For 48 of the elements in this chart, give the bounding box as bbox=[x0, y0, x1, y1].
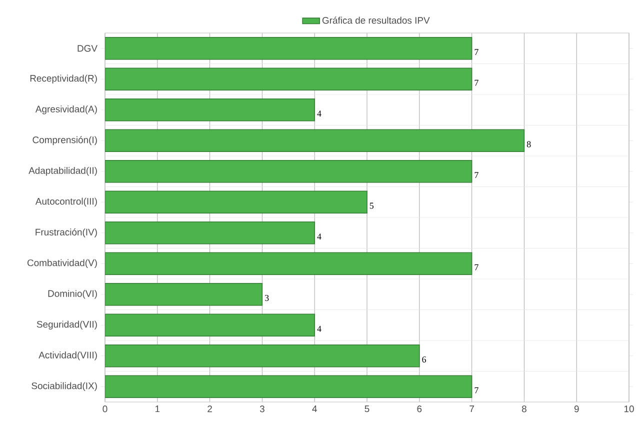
y-tick-label: Sociabilidad(IX) bbox=[32, 382, 97, 392]
x-tick-label: 4 bbox=[312, 406, 317, 412]
x-tick-label: 5 bbox=[364, 406, 370, 412]
bar bbox=[105, 375, 472, 398]
x-tick-label: 8 bbox=[522, 406, 526, 412]
data-label: 7 bbox=[474, 387, 478, 394]
y-tick-label: Adaptabilidad(II) bbox=[28, 166, 97, 176]
x-tick-label: 0 bbox=[102, 406, 108, 412]
bar bbox=[105, 98, 315, 122]
x-tick-label: 2 bbox=[208, 406, 212, 412]
data-label: 5 bbox=[370, 202, 374, 209]
bar bbox=[105, 68, 472, 91]
bar bbox=[105, 221, 315, 244]
bar bbox=[105, 36, 472, 60]
y-tick-label: Actividad(VIII) bbox=[38, 351, 97, 360]
data-label: 7 bbox=[474, 49, 478, 55]
bar bbox=[105, 344, 420, 368]
data-label: 7 bbox=[474, 172, 478, 178]
bar bbox=[105, 190, 368, 214]
y-tick-label: Receptividad(R) bbox=[30, 74, 97, 84]
y-tick-label: Combatividad(V) bbox=[27, 259, 97, 268]
legend-label: Gráfica de resultados IPV bbox=[322, 16, 430, 24]
y-tick-label: Dominio(VI) bbox=[48, 290, 97, 299]
y-tick-label: Autocontrol(III) bbox=[35, 198, 97, 207]
x-tick-label: 9 bbox=[574, 406, 579, 412]
data-label: 3 bbox=[265, 294, 269, 301]
y-tick-label: DGV bbox=[78, 45, 98, 52]
y-tick-label: Comprensión(I) bbox=[32, 136, 97, 146]
data-label: 7 bbox=[474, 80, 478, 86]
bar bbox=[105, 160, 472, 183]
x-tick-label: 1 bbox=[155, 406, 160, 412]
data-label: 4 bbox=[317, 110, 322, 116]
data-label: 4 bbox=[317, 326, 322, 332]
data-label: 4 bbox=[317, 234, 322, 240]
y-tick-label: Frustración(IV) bbox=[36, 228, 97, 238]
x-tick-label: 10 bbox=[624, 406, 634, 412]
y-tick-label: Agresividad(A) bbox=[35, 105, 97, 114]
x-tick-label: 6 bbox=[417, 406, 422, 412]
data-label: 8 bbox=[526, 141, 531, 148]
data-label: 7 bbox=[474, 264, 478, 270]
bar bbox=[105, 314, 315, 337]
bar bbox=[105, 252, 472, 276]
bar bbox=[105, 129, 525, 152]
bar bbox=[105, 282, 263, 306]
y-tick-label: Seguridad(VII) bbox=[36, 320, 97, 330]
x-tick-label: 7 bbox=[470, 406, 474, 412]
x-tick-label: 3 bbox=[260, 406, 264, 412]
data-label: 6 bbox=[422, 356, 426, 362]
